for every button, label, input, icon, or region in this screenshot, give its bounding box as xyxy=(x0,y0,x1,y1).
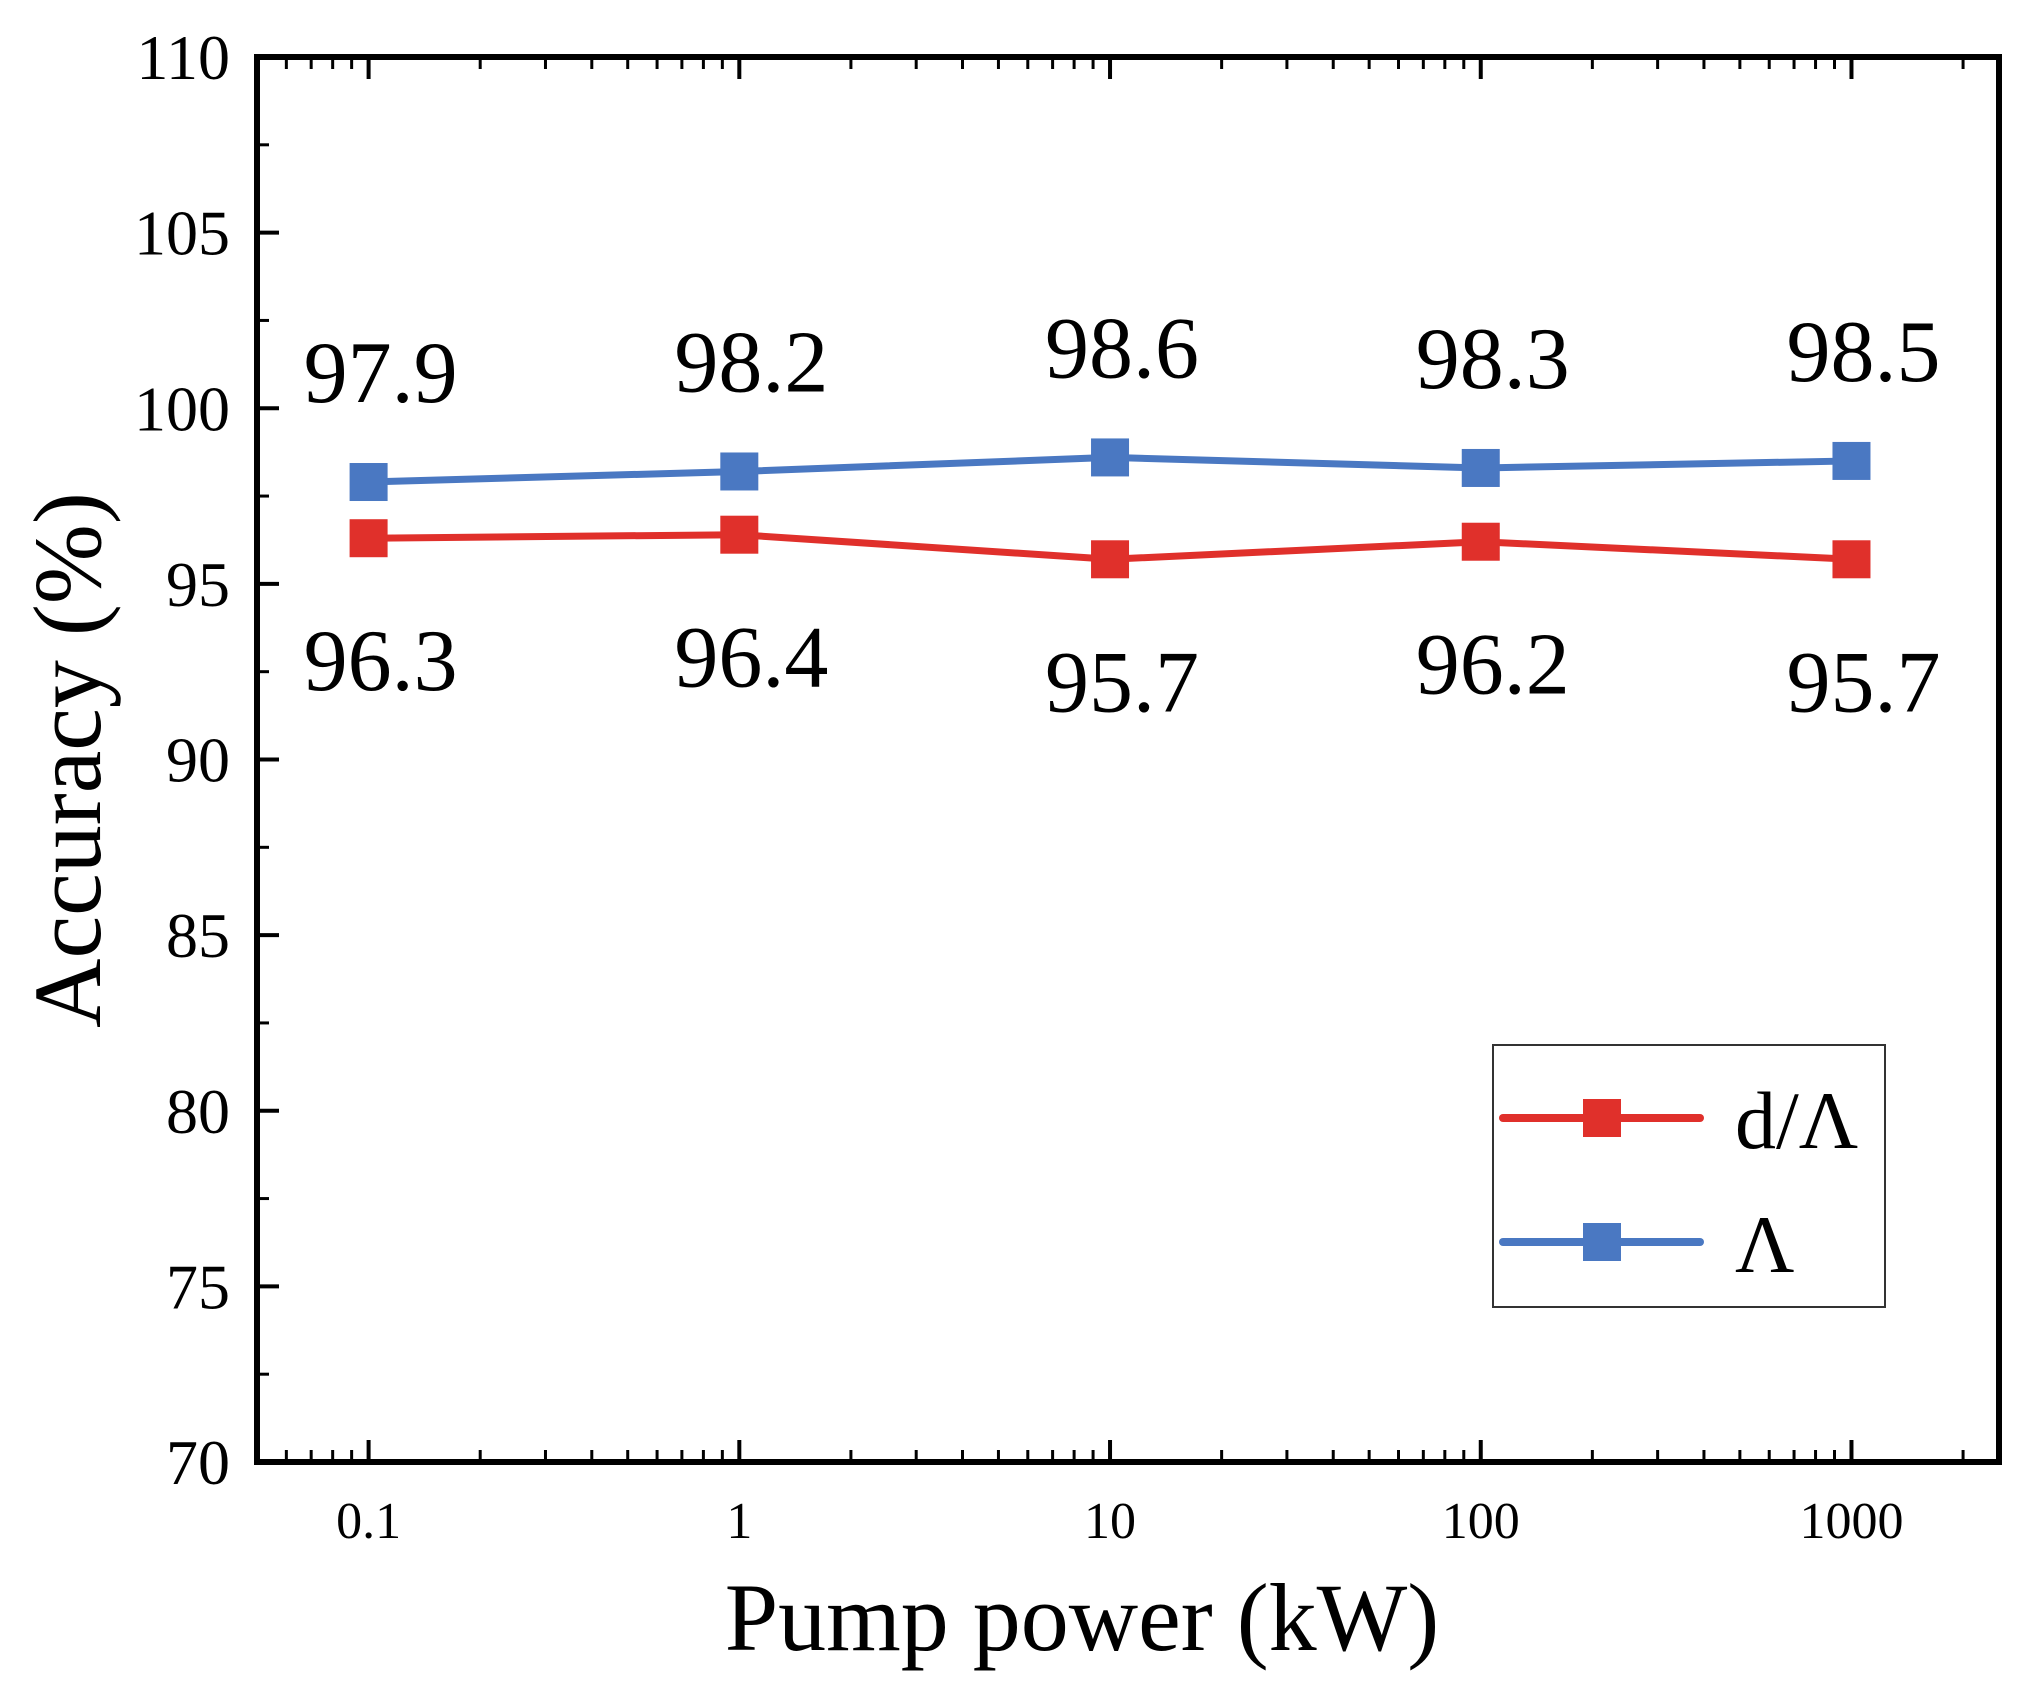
data-label: 96.4 xyxy=(674,610,828,707)
data-label: 98.2 xyxy=(674,314,828,411)
data-label: 95.7 xyxy=(1786,634,1940,731)
series-1-marker xyxy=(349,463,388,502)
data-label: 98.5 xyxy=(1786,304,1940,401)
legend: d/Λ Λ xyxy=(1492,1044,1886,1308)
y-tick-label: 110 xyxy=(136,22,230,93)
data-labels-layer: 96.3 96.4 95.7 96.2 95.7 97.9 98.2 98.6 98.3 98.5 xyxy=(304,300,1941,731)
legend-marker-d-lambda xyxy=(1583,1099,1621,1137)
legend-entry-d-lambda: d/Λ xyxy=(1499,1075,1858,1166)
legend-box xyxy=(1492,1044,1886,1308)
data-label: 96.2 xyxy=(1416,617,1570,714)
series-layer xyxy=(349,438,1871,579)
legend-label-d-lambda: d/Λ xyxy=(1735,1075,1858,1166)
x-tick-label: 1000 xyxy=(1799,1493,1903,1550)
legend-label-lambda: Λ xyxy=(1735,1199,1794,1290)
y-tick-label: 95 xyxy=(166,549,230,620)
series-1-marker xyxy=(1832,441,1871,480)
y-tick-label: 90 xyxy=(166,725,230,796)
y-tick-label: 85 xyxy=(166,900,230,971)
ticks-layer xyxy=(257,55,1965,1464)
x-tick-label: 0.1 xyxy=(336,1493,401,1550)
series-0-marker xyxy=(1091,540,1130,579)
series-1-marker xyxy=(1091,438,1130,477)
y-tick-label: 105 xyxy=(134,198,230,269)
data-label: 97.9 xyxy=(304,325,458,422)
y-tick-label: 75 xyxy=(166,1251,230,1322)
series-1-marker xyxy=(1461,448,1500,487)
series-0-marker xyxy=(1832,540,1871,579)
series-0-marker xyxy=(1461,522,1500,561)
y-tick-label: 80 xyxy=(166,1076,230,1147)
x-tick-label: 100 xyxy=(1442,1493,1520,1550)
x-axis-title: Pump power (kW) xyxy=(725,1564,1440,1671)
data-label: 95.7 xyxy=(1045,634,1199,731)
x-tick-label: 10 xyxy=(1084,1493,1136,1550)
data-label: 98.6 xyxy=(1045,300,1199,397)
y-axis-title: Accuracy (%) xyxy=(14,492,121,1028)
y-tick-label: 70 xyxy=(166,1427,230,1498)
series-1-marker xyxy=(720,452,759,491)
data-label: 96.3 xyxy=(304,613,458,710)
series-0-marker xyxy=(720,515,759,554)
legend-entry-lambda: Λ xyxy=(1499,1199,1794,1290)
x-tick-label: 1 xyxy=(726,1493,752,1550)
series-0-marker xyxy=(349,519,388,558)
legend-marker-lambda xyxy=(1583,1223,1621,1261)
data-label: 98.3 xyxy=(1416,311,1570,408)
y-tick-label: 100 xyxy=(134,373,230,444)
